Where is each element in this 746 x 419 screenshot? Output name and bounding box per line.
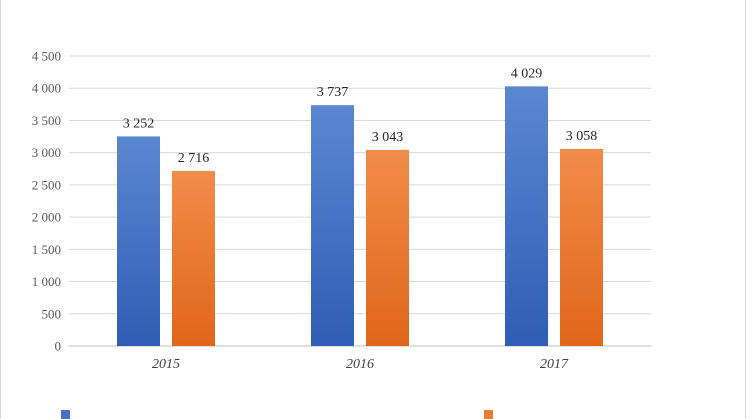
labels: 0 500 1 000 1 500 2 000 2 500 3 000 3 500 4 000 4… — [32, 49, 598, 373]
bar-series2-2015 — [172, 170, 215, 346]
legend — [61, 410, 493, 419]
data-label: 3 058 — [566, 129, 598, 144]
x-category-label: 2015 — [152, 357, 180, 372]
y-tick-label: 4 500 — [32, 49, 61, 64]
y-tick-label: 500 — [42, 306, 62, 321]
bar-series1-2015 — [117, 136, 160, 346]
bar-series2-2017 — [560, 148, 603, 346]
y-tick-label: 4 000 — [32, 81, 61, 96]
y-tick-label: 3 500 — [32, 113, 61, 128]
y-tick-label: 1 000 — [32, 274, 61, 289]
bars — [117, 86, 603, 346]
x-category-label: 2016 — [346, 357, 374, 372]
legend-swatch-series2 — [484, 410, 493, 419]
data-label: 2 716 — [178, 151, 210, 166]
data-label: 3 043 — [372, 130, 404, 145]
y-tick-label: 2 500 — [32, 177, 61, 192]
y-tick-label: 3 000 — [32, 145, 61, 160]
y-tick-label: 0 — [55, 339, 62, 354]
data-label: 3 737 — [317, 85, 349, 100]
legend-swatch-series1 — [61, 410, 70, 419]
data-label: 3 252 — [123, 116, 155, 131]
bar-series1-2017 — [505, 86, 548, 346]
data-label: 4 029 — [511, 66, 543, 81]
bar-series1-2016 — [311, 105, 354, 346]
y-tick-label: 2 000 — [32, 210, 61, 225]
x-category-label: 2017 — [540, 357, 569, 372]
bar-series2-2016 — [366, 149, 409, 346]
y-tick-label: 1 500 — [32, 242, 61, 257]
gridlines — [69, 55, 651, 347]
